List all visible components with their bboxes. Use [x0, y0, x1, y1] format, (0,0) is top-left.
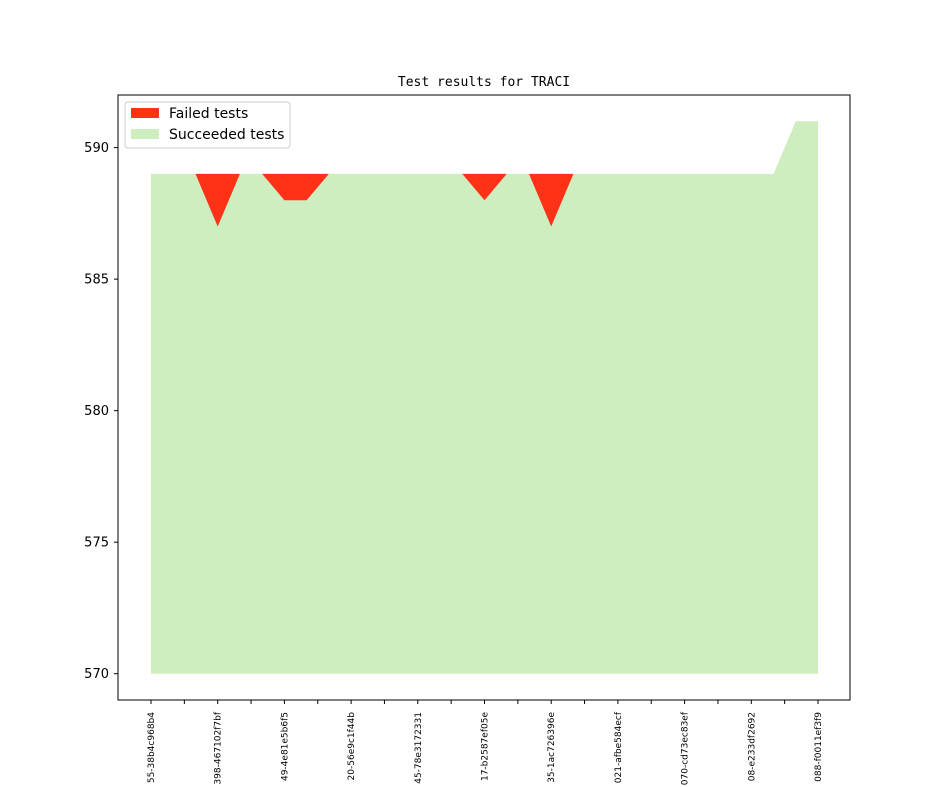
x-tick-label: 55-38b4c968b4 — [147, 712, 157, 783]
legend-box — [124, 101, 291, 149]
y-axis: 570 575 580 585 590 — [84, 141, 118, 682]
x-axis: 55-38b4c968b4 398-467102f7bf 49-4e81e5b6f5… — [147, 700, 824, 785]
legend-label: Failed tests — [169, 106, 248, 122]
legend: Failed tests Succeeded tests — [124, 101, 291, 149]
x-tick-label: 08-e233df2692 — [747, 712, 757, 781]
legend-swatch — [131, 108, 159, 118]
x-tick-label: 17-b2587ef05e — [481, 712, 491, 781]
x-tick-label: 070-cd73ec83ef — [681, 711, 691, 785]
x-tick-label: 021-afbe584ecf — [614, 711, 624, 783]
y-tick-label: 570 — [84, 667, 109, 682]
x-tick-label: 35-1ac726396e — [547, 712, 557, 783]
x-tick-label: 49-4e81e5b6f5 — [280, 712, 290, 781]
x-tick-label: 398-467102f7bf — [214, 711, 224, 784]
failed-area — [151, 121, 818, 227]
x-tick-label: 45-78e3172331 — [414, 712, 424, 784]
legend-label: Succeeded tests — [169, 127, 284, 143]
y-tick-label: 585 — [84, 273, 109, 288]
y-tick-label: 580 — [84, 404, 109, 419]
x-tick-label: 20-56e9c1f44b — [347, 712, 357, 781]
plot-areas — [151, 121, 818, 674]
succeeded-area — [151, 121, 818, 674]
y-tick-label: 575 — [84, 536, 109, 551]
y-tick-label: 590 — [84, 141, 109, 156]
chart-title: Test results for TRACI — [398, 75, 570, 90]
x-tick-label: 088-f0011ef3f9 — [814, 712, 824, 782]
legend-swatch — [131, 129, 159, 139]
